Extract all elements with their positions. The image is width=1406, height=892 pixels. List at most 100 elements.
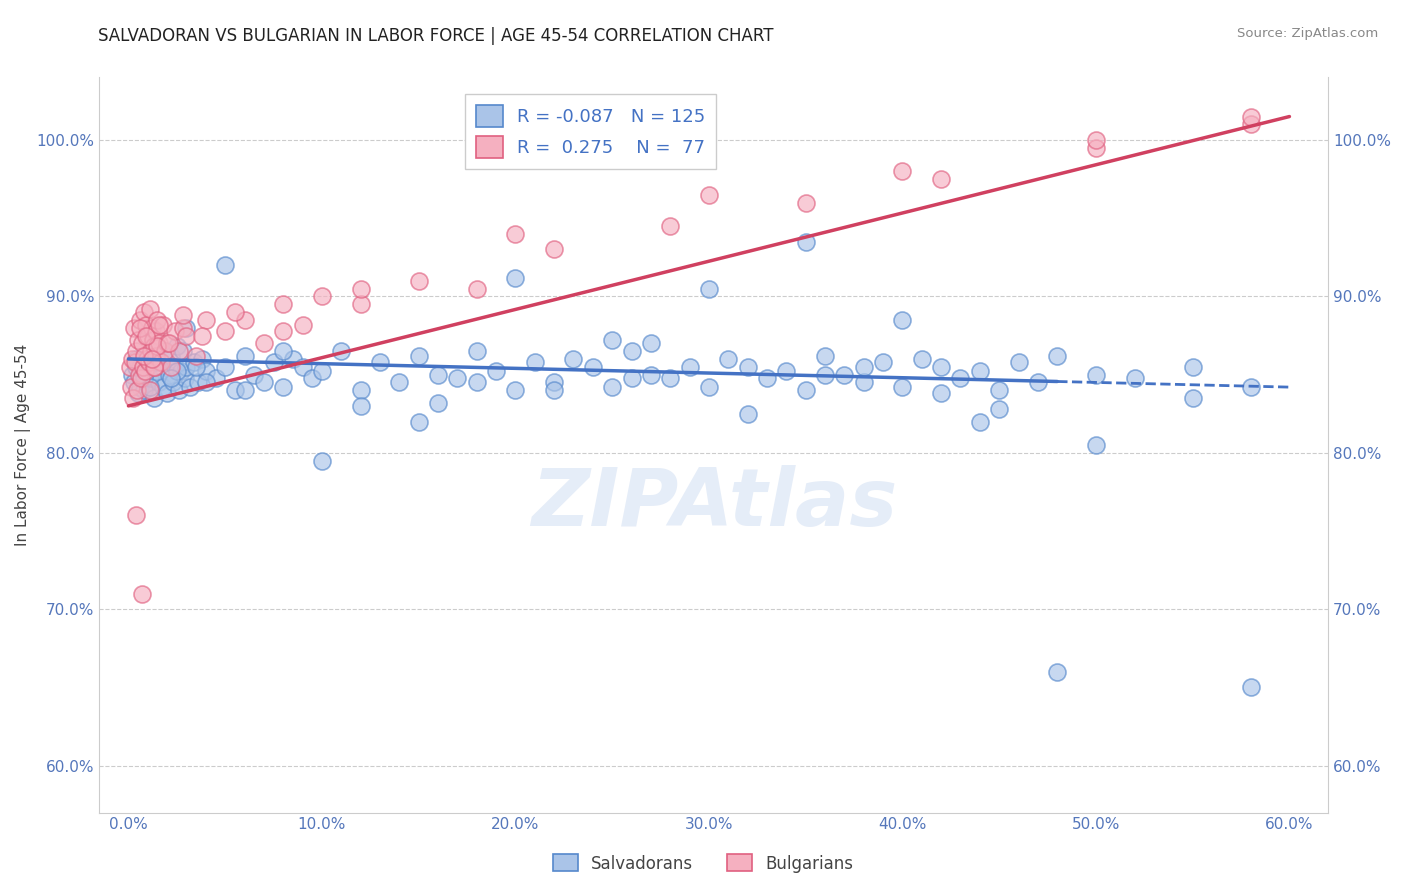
Point <box>427 368 450 382</box>
Point <box>135 328 157 343</box>
Point <box>138 301 160 316</box>
Point <box>852 376 875 390</box>
Point <box>737 407 759 421</box>
Legend: R = -0.087   N = 125, R =  0.275    N =  77: R = -0.087 N = 125, R = 0.275 N = 77 <box>465 94 716 169</box>
Point <box>465 282 488 296</box>
Point <box>127 333 149 347</box>
Point <box>132 383 155 397</box>
Point <box>120 380 142 394</box>
Point <box>172 344 194 359</box>
Point <box>929 386 952 401</box>
Point <box>640 368 662 382</box>
Point <box>129 320 152 334</box>
Point <box>620 344 643 359</box>
Point <box>253 336 276 351</box>
Point <box>187 376 209 390</box>
Point <box>311 289 333 303</box>
Point <box>167 344 190 359</box>
Point <box>127 383 149 397</box>
Point <box>794 383 817 397</box>
Point <box>291 318 314 332</box>
Point <box>145 324 167 338</box>
Point <box>125 508 148 523</box>
Point <box>194 313 217 327</box>
Point <box>543 376 565 390</box>
Point <box>271 344 294 359</box>
Y-axis label: In Labor Force | Age 45-54: In Labor Force | Age 45-54 <box>15 343 31 546</box>
Point <box>697 187 720 202</box>
Point <box>138 380 160 394</box>
Point <box>988 383 1011 397</box>
Point <box>233 349 256 363</box>
Point <box>156 386 179 401</box>
Point <box>160 349 183 363</box>
Point <box>891 313 914 327</box>
Point <box>446 370 468 384</box>
Point <box>1007 355 1029 369</box>
Point <box>142 339 165 353</box>
Point <box>139 344 162 359</box>
Point <box>1084 141 1107 155</box>
Point <box>311 364 333 378</box>
Point <box>121 351 143 366</box>
Point <box>505 270 527 285</box>
Point <box>142 391 165 405</box>
Point <box>166 364 188 378</box>
Point <box>756 370 779 384</box>
Point <box>1026 376 1049 390</box>
Point <box>1240 681 1263 695</box>
Point <box>183 355 205 369</box>
Point <box>271 380 294 394</box>
Point <box>794 195 817 210</box>
Point <box>350 282 373 296</box>
Point <box>388 376 411 390</box>
Point <box>152 380 174 394</box>
Point <box>600 380 623 394</box>
Point <box>186 349 208 363</box>
Point <box>505 227 527 241</box>
Point <box>214 258 236 272</box>
Point <box>172 308 194 322</box>
Text: Source: ZipAtlas.com: Source: ZipAtlas.com <box>1237 27 1378 40</box>
Point <box>505 383 527 397</box>
Point <box>132 349 155 363</box>
Point <box>191 328 214 343</box>
Point <box>350 297 373 311</box>
Point <box>124 355 146 369</box>
Point <box>157 368 180 382</box>
Point <box>141 320 163 334</box>
Point <box>834 368 856 382</box>
Point <box>949 370 972 384</box>
Text: SALVADORAN VS BULGARIAN IN LABOR FORCE | AGE 45-54 CORRELATION CHART: SALVADORAN VS BULGARIAN IN LABOR FORCE |… <box>98 27 773 45</box>
Point <box>465 344 488 359</box>
Point <box>155 344 177 359</box>
Point <box>148 318 170 332</box>
Point <box>543 243 565 257</box>
Point <box>145 364 167 378</box>
Point <box>911 351 934 366</box>
Point <box>173 370 195 384</box>
Point <box>659 219 682 233</box>
Point <box>814 368 837 382</box>
Point <box>136 328 159 343</box>
Point <box>350 399 373 413</box>
Point <box>125 351 148 366</box>
Point <box>1240 110 1263 124</box>
Point <box>132 370 155 384</box>
Point <box>562 351 585 366</box>
Point <box>263 355 285 369</box>
Point <box>620 370 643 384</box>
Point <box>176 320 198 334</box>
Point <box>148 336 170 351</box>
Point <box>301 370 323 384</box>
Point <box>129 313 152 327</box>
Point <box>988 402 1011 417</box>
Point <box>485 364 508 378</box>
Point <box>350 383 373 397</box>
Point <box>122 391 145 405</box>
Point <box>179 380 201 394</box>
Point <box>162 376 184 390</box>
Point <box>172 320 194 334</box>
Point <box>138 370 160 384</box>
Point <box>146 351 169 366</box>
